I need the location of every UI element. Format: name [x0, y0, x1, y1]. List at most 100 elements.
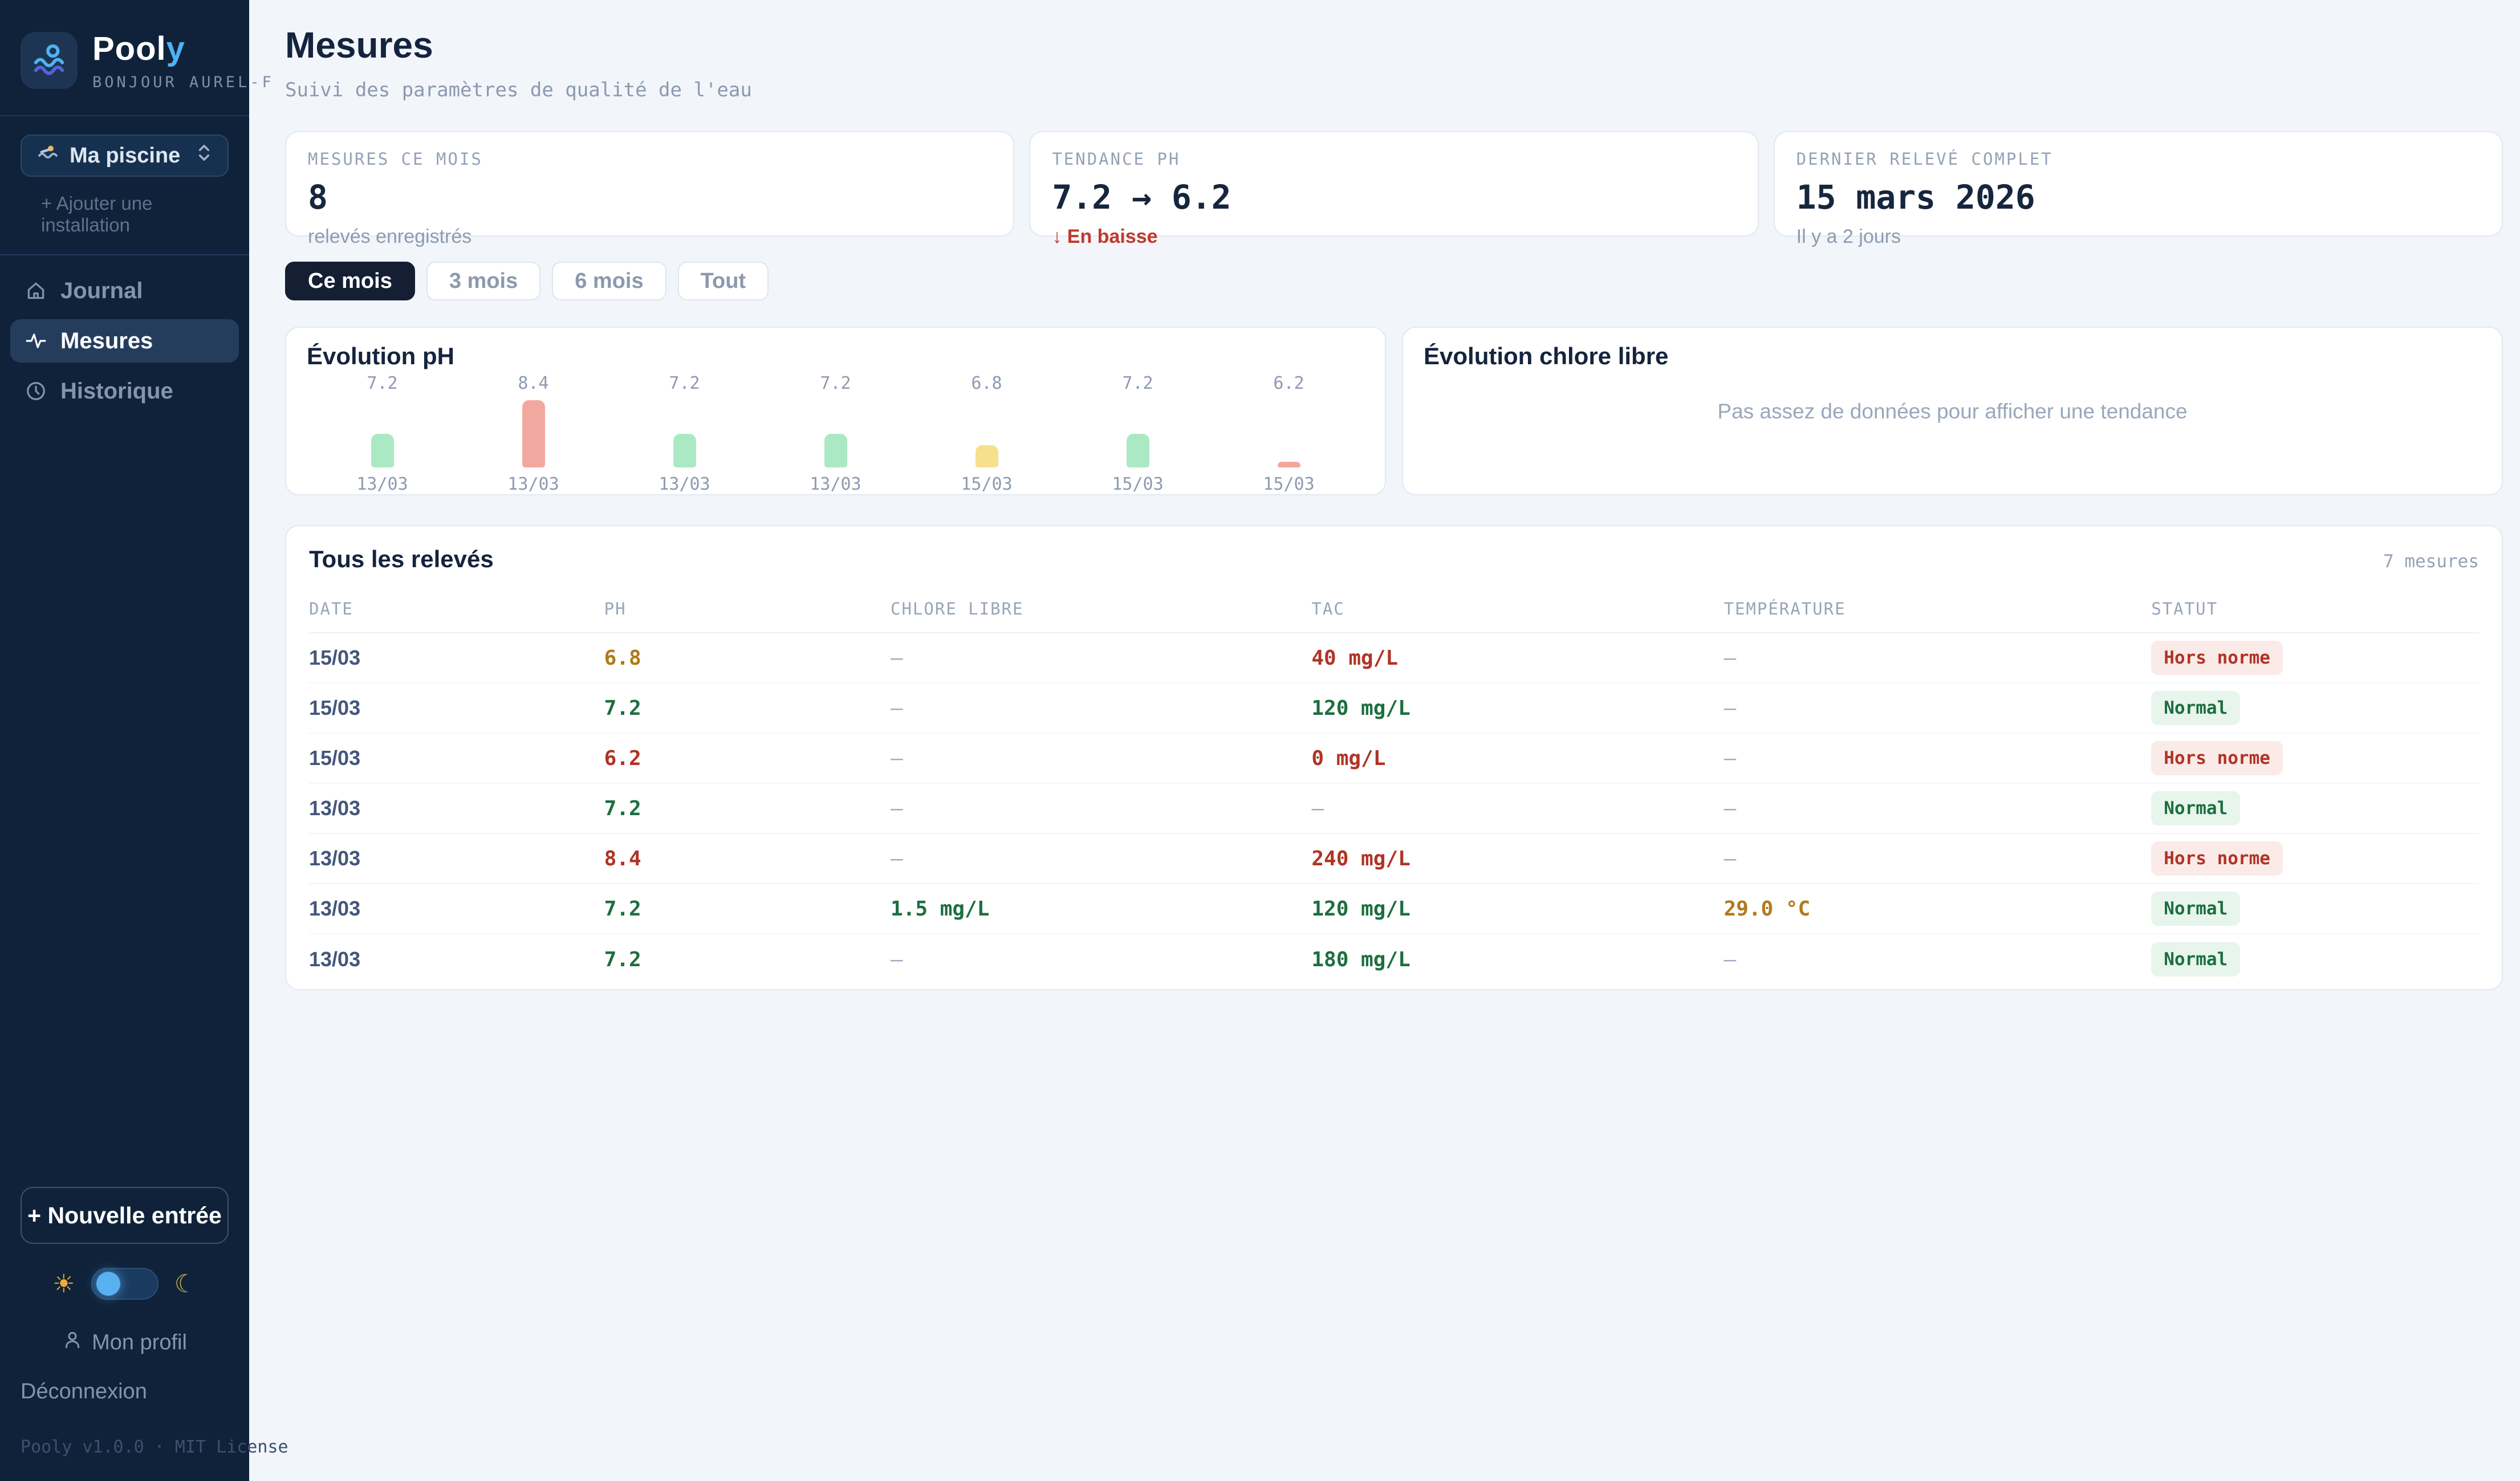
add-installation-link[interactable]: + Ajouter une installation — [41, 193, 153, 235]
brand-block: Pooly BONJOUR AUREL-F — [0, 0, 271, 115]
filter-tab-tout[interactable]: Tout — [677, 262, 769, 300]
cell-chlore: — — [891, 746, 903, 770]
status-badge: Hors norme — [2151, 641, 2283, 675]
installation-select[interactable]: Ma piscine — [21, 135, 229, 177]
cell-ph: 6.2 — [604, 746, 641, 770]
logout-link[interactable]: Déconnexion — [21, 1380, 147, 1403]
cell-ph: 7.2 — [604, 696, 641, 720]
theme-toggle-row: ☀ ☾ — [21, 1268, 229, 1300]
stats-row: MESURES CE MOIS 8 relevés enregistrés TE… — [285, 131, 2503, 247]
brand-text: Pooly BONJOUR AUREL-F — [92, 30, 274, 91]
filter-tab-ce-mois[interactable]: Ce mois — [285, 262, 415, 300]
bar — [1126, 434, 1149, 467]
bar-column: 7.2 13/03 — [793, 373, 879, 494]
app-title: Pooly — [92, 30, 185, 67]
bar — [824, 434, 847, 467]
cell-date: 15/03 — [309, 746, 361, 770]
stat-label: MESURES CE MOIS — [308, 149, 483, 169]
readings-table-card: Tous les relevés 7 mesures DATE PH CHLOR… — [285, 525, 2503, 990]
bar — [1277, 462, 1300, 467]
stat-value: 7.2 → 6.2 — [1052, 178, 1231, 217]
cell-chlore: 1.5 mg/L — [891, 897, 990, 921]
sidebar-nav-label: Journal — [60, 278, 143, 303]
cell-ph: 7.2 — [604, 897, 641, 921]
pooly-logo — [21, 32, 78, 89]
bar-value-label: 7.2 — [1122, 373, 1153, 393]
table-row: 15/03 6.8 — 40 mg/L — Hors norme — [309, 633, 2479, 683]
new-entry-button[interactable]: + Nouvelle entrée — [21, 1187, 229, 1244]
bar-column: 8.4 13/03 — [491, 373, 576, 494]
profile-link[interactable]: Mon profil — [21, 1329, 229, 1356]
cell-tac: 120 mg/L — [1311, 696, 1411, 720]
stat-card: DERNIER RELEVÉ COMPLET 15 mars 2026 Il y… — [1773, 131, 2503, 247]
theme-toggle[interactable] — [91, 1268, 158, 1300]
cell-ph: 8.4 — [604, 847, 641, 870]
chlore-chart-title: Évolution chlore libre — [1424, 343, 1669, 369]
swimmer-icon — [31, 42, 67, 80]
bar-value-label: 7.2 — [669, 373, 700, 393]
sidebar-nav: Journal Mesures Historique — [0, 255, 249, 426]
bar — [522, 400, 545, 467]
bar — [673, 434, 696, 467]
bar-date-label: 13/03 — [810, 474, 861, 494]
version-text: Pooly v1.0.0 · MIT License — [21, 1437, 288, 1457]
cell-date: 13/03 — [309, 796, 361, 820]
sidebar-item-journal[interactable]: Journal — [10, 269, 239, 312]
table-count: 7 mesures — [2383, 551, 2479, 572]
cell-temperature: — — [1724, 947, 1737, 971]
swimmer-icon — [36, 141, 59, 170]
ph-chart-card: Évolution pH 7.2 13/03 8.4 13/03 7.2 13/… — [285, 327, 1386, 495]
main-content: Mesures Suivi des paramètres de qualité … — [249, 0, 2520, 1481]
sidebar-nav-label: Mesures — [60, 328, 153, 353]
bar-column: 7.2 13/03 — [642, 373, 727, 494]
table-row: 13/03 8.4 — 240 mg/L — Hors norme — [309, 834, 2479, 884]
stat-card: TENDANCE PH 7.2 → 6.2 ↓ En baisse — [1029, 131, 1759, 247]
cell-tac: 0 mg/L — [1311, 746, 1386, 770]
bar-date-label: 13/03 — [659, 474, 710, 494]
toggle-knob — [96, 1272, 120, 1296]
filter-tab-3-mois[interactable]: 3 mois — [426, 262, 541, 300]
stat-sub: relevés enregistrés — [308, 226, 472, 247]
bar — [975, 445, 998, 467]
table-header-row: DATE PH CHLORE LIBRE TAC TEMPÉRATURE STA… — [309, 599, 2479, 633]
sidebar-nav-label: Historique — [60, 378, 173, 404]
status-badge: Normal — [2151, 892, 2241, 926]
cell-temperature: — — [1724, 646, 1737, 670]
bar-value-label: 6.2 — [1273, 373, 1304, 393]
cell-date: 13/03 — [309, 947, 361, 971]
cell-tac: 120 mg/L — [1311, 897, 1411, 921]
sun-icon: ☀ — [52, 1270, 75, 1298]
chlore-empty-message: Pas assez de données pour afficher une t… — [1717, 400, 2188, 423]
stat-sub: ↓ En baisse — [1052, 226, 1158, 247]
status-badge: Hors norme — [2151, 841, 2283, 876]
cell-temperature: 29.0 °C — [1724, 897, 1811, 921]
bar-date-label: 13/03 — [507, 474, 559, 494]
chlore-chart-card: Évolution chlore libre Pas assez de donn… — [1402, 327, 2503, 495]
table-row: 15/03 7.2 — 120 mg/L — Normal — [309, 683, 2479, 734]
bar-date-label: 15/03 — [1112, 474, 1164, 494]
bar-column: 7.2 15/03 — [1095, 373, 1181, 494]
bar-date-label: 15/03 — [961, 474, 1013, 494]
cell-tac: 240 mg/L — [1311, 847, 1411, 870]
cell-date: 15/03 — [309, 696, 361, 719]
sidebar-item-mesures[interactable]: Mesures — [10, 319, 239, 363]
filter-tab-6-mois[interactable]: 6 mois — [552, 262, 666, 300]
cell-date: 13/03 — [309, 847, 361, 870]
col-header-ph: PH — [604, 599, 627, 619]
sidebar-item-historique[interactable]: Historique — [10, 369, 239, 413]
cell-chlore: — — [891, 696, 903, 720]
cell-date: 15/03 — [309, 646, 361, 669]
table-title: Tous les relevés — [309, 546, 494, 572]
ph-chart-title: Évolution pH — [307, 343, 454, 369]
col-header-statut: STATUT — [2151, 599, 2218, 619]
status-badge: Normal — [2151, 791, 2241, 825]
cell-temperature: — — [1724, 746, 1737, 770]
cell-temperature: — — [1724, 847, 1737, 870]
col-header-date: DATE — [309, 599, 353, 619]
col-header-chlore: CHLORE LIBRE — [891, 599, 1024, 619]
stat-card: MESURES CE MOIS 8 relevés enregistrés — [285, 131, 1015, 247]
stat-value: 15 mars 2026 — [1796, 178, 2035, 217]
cell-tac: — — [1311, 796, 1324, 820]
bar-date-label: 15/03 — [1263, 474, 1315, 494]
sidebar-divider — [0, 115, 249, 116]
